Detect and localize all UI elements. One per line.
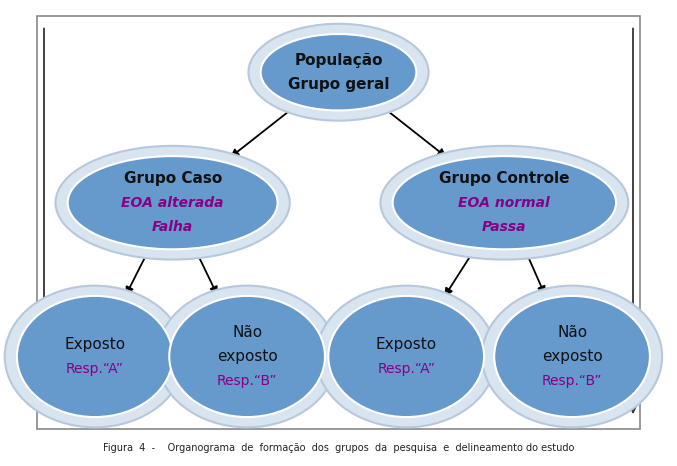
Text: População: População xyxy=(294,53,383,68)
Ellipse shape xyxy=(261,34,416,110)
Ellipse shape xyxy=(56,146,290,260)
Ellipse shape xyxy=(393,156,616,249)
Ellipse shape xyxy=(68,156,278,249)
Ellipse shape xyxy=(494,296,650,417)
Text: Resp.“A”: Resp.“A” xyxy=(377,362,435,376)
Ellipse shape xyxy=(482,286,662,427)
Text: Falha: Falha xyxy=(152,220,193,234)
Text: Exposto: Exposto xyxy=(376,337,437,352)
Ellipse shape xyxy=(316,286,496,427)
Text: EOA normal: EOA normal xyxy=(458,196,550,210)
Text: Passa: Passa xyxy=(482,220,527,234)
Text: EOA alterada: EOA alterada xyxy=(121,196,224,210)
Ellipse shape xyxy=(157,286,337,427)
Text: Grupo geral: Grupo geral xyxy=(288,77,389,92)
Text: exposto: exposto xyxy=(542,349,603,364)
Text: Resp.“A”: Resp.“A” xyxy=(66,362,124,376)
Text: Resp.“B”: Resp.“B” xyxy=(542,374,603,388)
Ellipse shape xyxy=(380,146,628,260)
Text: exposto: exposto xyxy=(217,349,278,364)
Ellipse shape xyxy=(5,286,185,427)
Text: Exposto: Exposto xyxy=(64,337,125,352)
Text: Não: Não xyxy=(557,325,587,340)
Text: Resp.“B”: Resp.“B” xyxy=(217,374,278,388)
Text: Não: Não xyxy=(232,325,262,340)
Text: Figura  4  -    Organograma  de  formação  dos  grupos  da  pesquisa  e  delinea: Figura 4 - Organograma de formação dos g… xyxy=(103,443,574,453)
Text: Grupo Caso: Grupo Caso xyxy=(123,171,222,186)
Ellipse shape xyxy=(248,24,429,121)
Ellipse shape xyxy=(328,296,484,417)
Ellipse shape xyxy=(169,296,325,417)
Text: Grupo Controle: Grupo Controle xyxy=(439,171,569,186)
Ellipse shape xyxy=(17,296,173,417)
